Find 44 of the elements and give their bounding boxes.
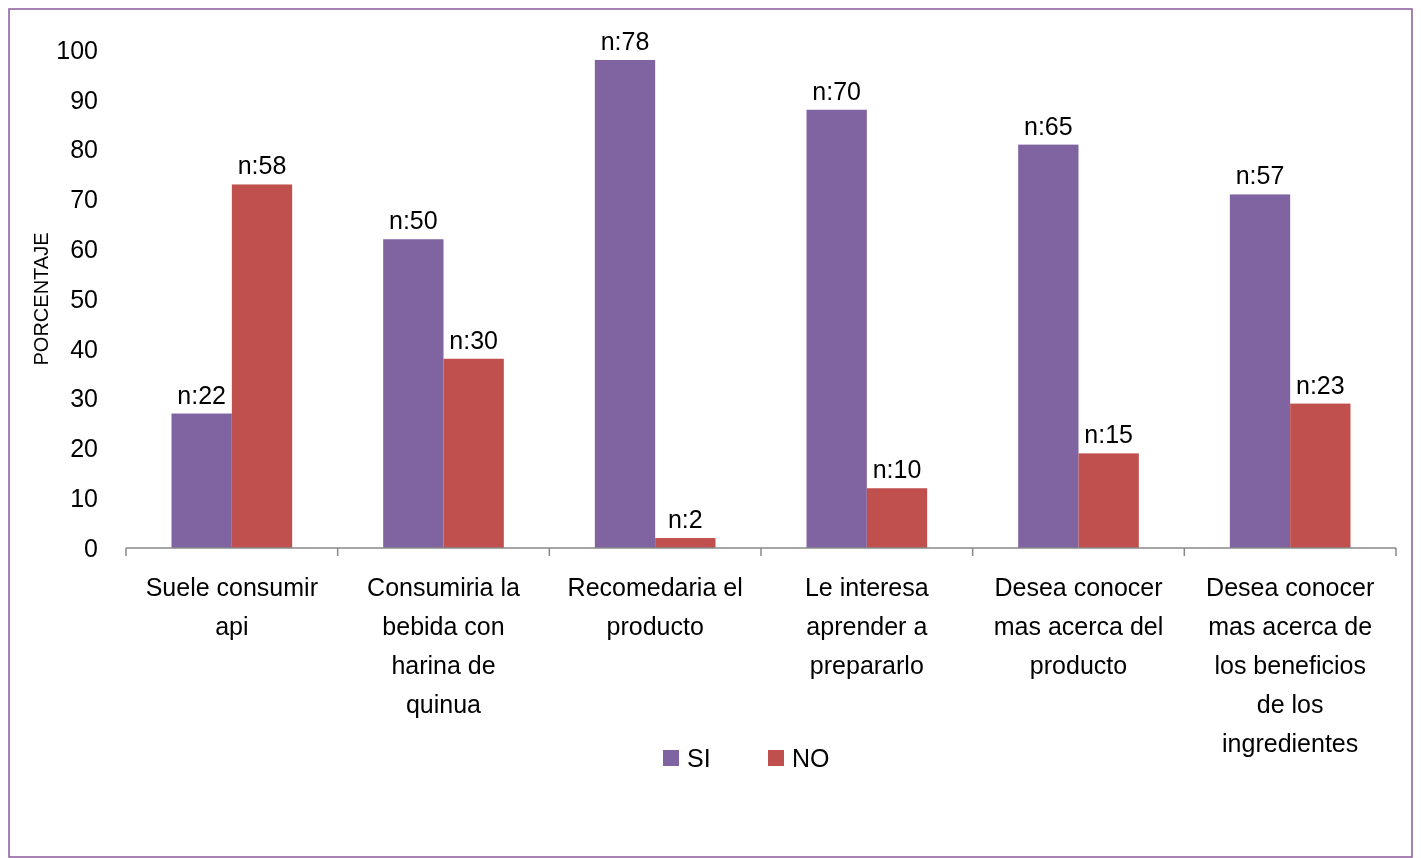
bar (594, 59, 656, 548)
y-tick-label: 10 (70, 483, 98, 512)
bar (1229, 194, 1291, 548)
bar (866, 488, 928, 548)
annotation: n:22 (177, 380, 227, 409)
legend-label: SI (687, 743, 711, 772)
legend-label: NO (792, 743, 830, 772)
annotation: n:70 (812, 76, 862, 105)
y-tick-label: 70 (70, 185, 98, 214)
y-tick-label: 50 (70, 284, 98, 313)
bar (1078, 453, 1139, 548)
bar (231, 184, 293, 548)
y-tick-label: 80 (70, 135, 98, 164)
bar (383, 239, 444, 548)
annotation: n:58 (237, 151, 287, 180)
bar (655, 538, 716, 548)
y-tick-label: 20 (70, 434, 98, 463)
y-tick-label: 40 (70, 334, 98, 363)
annotation: n:30 (449, 325, 498, 354)
x-tick-label: Desea conocer mas acerca de los beneficios de los ingredientes (1206, 573, 1375, 757)
annotation: n:2 (667, 505, 703, 534)
x-tick-label: Suele consumir api (145, 573, 318, 640)
annotation: n:65 (1024, 111, 1073, 140)
x-tick-label: Consumiria la bebida con harina de quinua (367, 573, 521, 718)
annotation: n:57 (1235, 161, 1285, 190)
bar (1290, 403, 1351, 548)
y-tick-label: 90 (70, 85, 98, 114)
x-tick-label: Desea conocer mas acerca del producto (993, 573, 1164, 679)
y-tick-label: 100 (56, 35, 98, 64)
annotation: n:50 (389, 206, 438, 235)
y-axis-title: PORCENTAJE (30, 232, 52, 366)
x-tick-label: Le interesa aprender a prepararlo (804, 573, 929, 679)
y-tick-label: 30 (70, 384, 98, 413)
annotation: n:23 (1295, 370, 1345, 399)
bar (171, 413, 232, 548)
annotation: n:78 (600, 26, 650, 55)
y-tick-label: 0 (84, 533, 98, 562)
annotation: n:10 (872, 455, 922, 484)
bar (443, 358, 504, 548)
bar (1018, 144, 1079, 548)
y-tick-label: 60 (70, 234, 98, 263)
annotation: n:15 (1084, 420, 1133, 449)
bar (806, 109, 867, 548)
x-tick-label: Recomedaria el producto (567, 573, 743, 640)
